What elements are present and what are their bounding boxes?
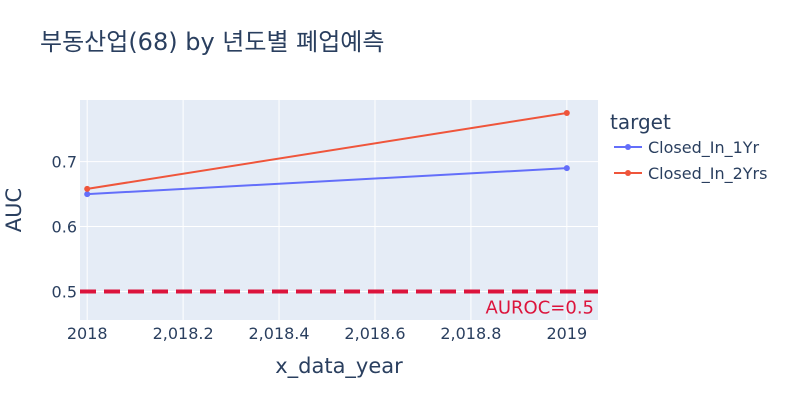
y-axis-ticks: 0.5 0.6 0.7 bbox=[52, 153, 77, 302]
x-axis-ticks: 2018 2,018.2 2,018.4 2,018.6 2,018.8 2019 bbox=[67, 324, 587, 343]
x-tick-label: 2018 bbox=[67, 324, 108, 343]
legend-label: Closed_In_2Yrs bbox=[648, 164, 767, 184]
series-line-closed-in-2yrs bbox=[87, 111, 567, 190]
x-tick-label: 2019 bbox=[546, 324, 587, 343]
y-axis-title: AUC bbox=[2, 188, 26, 232]
reference-line-label: AUROC=0.5 bbox=[486, 297, 594, 318]
x-tick-label: 2,018.2 bbox=[153, 324, 214, 343]
legend-items: Closed_In_1Yr Closed_In_2Yrs bbox=[614, 138, 767, 184]
legend-swatch-marker bbox=[625, 144, 631, 150]
data-point-closed-in-2yrs bbox=[84, 185, 91, 192]
y-tick-label: 0.6 bbox=[52, 218, 77, 237]
series-line-closed-in-1yr bbox=[87, 167, 567, 196]
x-axis-title: x_data_year bbox=[275, 354, 403, 379]
y-tick-label: 0.5 bbox=[52, 282, 77, 301]
legend: target Closed_In_1Yr Closed_In_2Yrs bbox=[610, 110, 767, 184]
data-point-closed-in-2yrs bbox=[563, 109, 570, 116]
plot-area bbox=[80, 100, 598, 320]
x-tick-label: 2,018.4 bbox=[249, 324, 310, 343]
data-point-closed-in-1yr bbox=[563, 165, 570, 172]
legend-title: target bbox=[610, 110, 671, 134]
series-group bbox=[84, 109, 570, 198]
legend-label: Closed_In_1Yr bbox=[648, 138, 760, 158]
chart-title: 부동산업(68) by 년도별 폐업예측 bbox=[40, 28, 384, 56]
data-point-closed-in-1yr bbox=[84, 191, 91, 198]
y-tick-label: 0.7 bbox=[52, 153, 77, 172]
x-tick-label: 2,018.6 bbox=[344, 324, 405, 343]
x-gridlines bbox=[86, 100, 568, 320]
legend-swatch-marker bbox=[625, 170, 631, 176]
x-tick-label: 2,018.8 bbox=[440, 324, 501, 343]
